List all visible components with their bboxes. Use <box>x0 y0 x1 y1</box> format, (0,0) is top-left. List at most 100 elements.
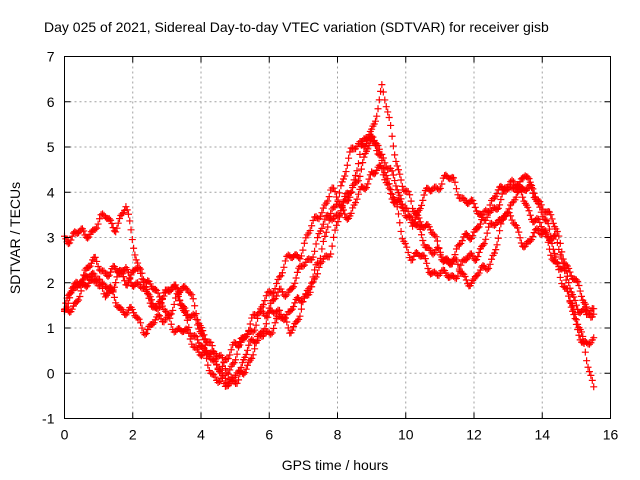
data-point-marker <box>167 320 175 328</box>
data-point-marker <box>363 140 371 148</box>
data-point-marker <box>493 189 501 197</box>
data-point-marker <box>352 172 360 180</box>
data-point-marker <box>483 266 491 274</box>
data-point-marker <box>91 253 99 261</box>
data-point-marker <box>356 172 364 180</box>
data-point-marker <box>342 168 350 176</box>
data-point-marker <box>252 338 260 346</box>
data-point-marker <box>349 181 357 189</box>
data-point-marker <box>199 327 207 335</box>
data-point-marker <box>107 216 115 224</box>
data-point-marker <box>318 258 326 266</box>
data-point-marker <box>512 193 520 201</box>
data-point-marker <box>315 263 323 271</box>
data-point-marker <box>335 189 343 197</box>
data-point-marker <box>356 150 364 158</box>
data-point-marker <box>474 224 482 232</box>
data-point-marker <box>248 354 256 362</box>
data-point-marker <box>96 275 104 283</box>
data-point-marker <box>524 203 532 211</box>
data-point-marker <box>321 215 329 223</box>
data-point-marker <box>297 305 305 313</box>
data-point-marker <box>311 266 319 274</box>
data-point-marker <box>306 288 314 296</box>
data-point-marker <box>406 213 414 221</box>
data-point-marker <box>123 206 131 214</box>
data-point-marker <box>275 273 283 281</box>
data-point-marker <box>482 216 490 224</box>
data-point-marker <box>114 219 122 227</box>
data-point-marker <box>296 312 304 320</box>
data-point-marker <box>319 204 327 212</box>
data-point-marker <box>377 151 385 159</box>
data-point-marker <box>462 230 470 238</box>
data-point-marker <box>262 320 270 328</box>
data-point-marker <box>324 223 332 231</box>
data-point-marker <box>370 170 378 178</box>
data-point-marker <box>192 310 200 318</box>
data-point-marker <box>255 308 263 316</box>
data-point-marker <box>293 268 301 276</box>
data-point-marker <box>176 296 184 304</box>
data-point-marker <box>280 313 288 321</box>
data-point-marker <box>299 298 307 306</box>
data-point-marker <box>241 334 249 342</box>
data-point-marker <box>496 227 504 235</box>
data-point-marker <box>142 329 150 337</box>
data-point-marker <box>353 195 361 203</box>
data-point-marker <box>396 170 404 178</box>
data-point-marker <box>337 202 345 210</box>
data-point-marker <box>295 315 303 323</box>
data-point-marker <box>91 225 99 233</box>
data-point-marker <box>419 237 427 245</box>
data-point-marker <box>339 175 347 183</box>
data-point-marker <box>283 318 291 326</box>
data-point-marker <box>249 328 257 336</box>
data-point-marker <box>454 191 462 199</box>
data-point-marker <box>552 232 560 240</box>
data-point-marker <box>213 360 221 368</box>
data-point-marker <box>291 279 299 287</box>
data-point-marker <box>281 257 289 265</box>
data-point-marker <box>144 326 152 334</box>
data-point-marker <box>300 239 308 247</box>
data-point-marker <box>514 224 522 232</box>
data-point-marker <box>461 272 469 280</box>
data-point-marker <box>562 276 570 284</box>
data-point-marker <box>62 235 70 243</box>
data-point-marker <box>268 329 276 337</box>
data-point-marker <box>485 264 493 272</box>
data-point-marker <box>488 255 496 263</box>
data-point-marker <box>135 315 143 323</box>
data-point-marker <box>167 310 175 318</box>
data-point-marker <box>588 376 596 384</box>
data-point-marker <box>280 263 288 271</box>
data-point-marker <box>354 160 362 168</box>
data-point-marker <box>471 203 479 211</box>
data-point-marker <box>572 301 580 309</box>
y-tick-label: 2 <box>47 275 55 291</box>
data-point-marker <box>229 360 237 368</box>
data-point-marker <box>297 252 305 260</box>
data-point-marker <box>216 366 224 374</box>
data-point-marker <box>404 248 412 256</box>
data-point-marker <box>158 294 166 302</box>
data-point-marker <box>384 108 392 116</box>
data-point-marker <box>452 185 460 193</box>
data-point-marker <box>425 223 433 231</box>
data-point-marker <box>462 276 470 284</box>
data-point-marker <box>455 267 463 275</box>
data-point-marker <box>575 282 583 290</box>
data-point-marker <box>373 166 381 174</box>
data-point-marker <box>436 184 444 192</box>
data-point-marker <box>235 376 243 384</box>
data-point-marker <box>492 246 500 254</box>
x-tick-label: 4 <box>197 427 205 443</box>
data-point-marker <box>192 333 200 341</box>
data-point-marker <box>339 206 347 214</box>
data-point-marker <box>563 285 571 293</box>
data-point-marker <box>273 280 281 288</box>
data-point-marker <box>374 141 382 149</box>
data-point-marker <box>141 331 149 339</box>
data-point-marker <box>68 232 76 240</box>
